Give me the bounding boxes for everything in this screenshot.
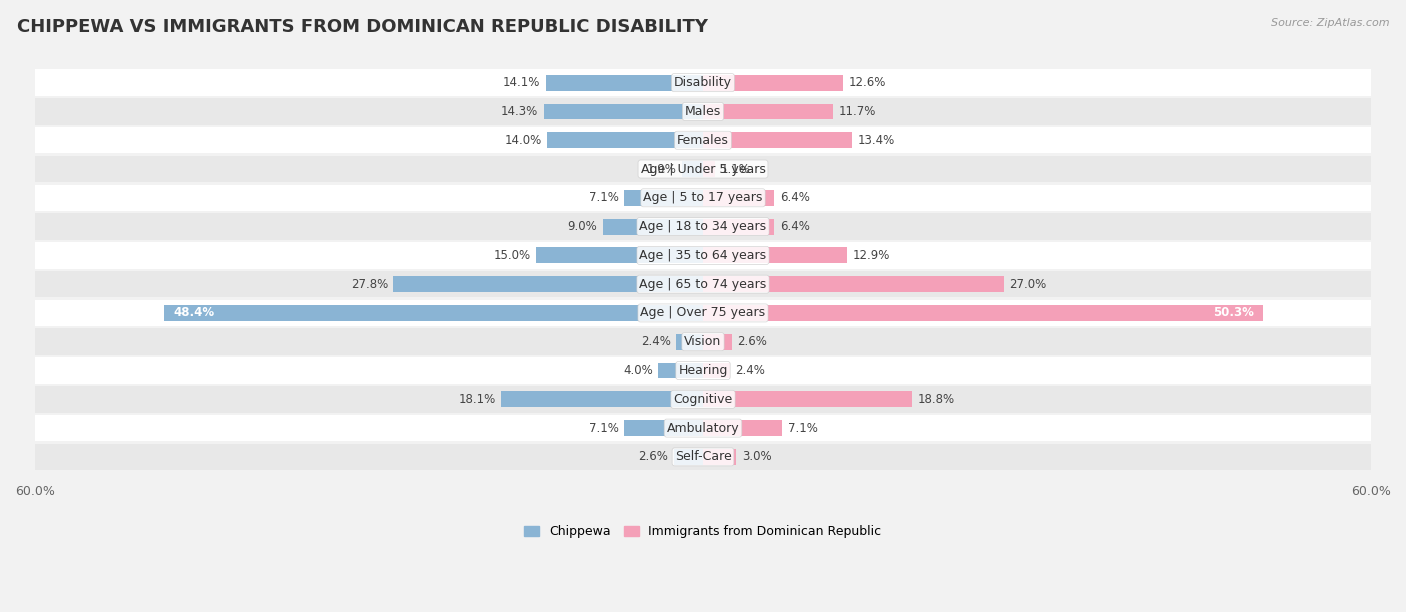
- Text: 2.4%: 2.4%: [735, 364, 765, 377]
- Text: 1.9%: 1.9%: [647, 163, 676, 176]
- Bar: [703, 362, 730, 378]
- Bar: [502, 392, 703, 407]
- Text: 15.0%: 15.0%: [494, 249, 530, 262]
- Text: 6.4%: 6.4%: [780, 220, 810, 233]
- Text: 1.1%: 1.1%: [721, 163, 751, 176]
- Text: 7.1%: 7.1%: [589, 192, 619, 204]
- Bar: [35, 69, 1371, 96]
- Bar: [703, 392, 912, 407]
- Bar: [35, 214, 1371, 240]
- Text: 50.3%: 50.3%: [1213, 307, 1254, 319]
- Text: Age | Under 5 years: Age | Under 5 years: [641, 163, 765, 176]
- Text: 18.1%: 18.1%: [458, 393, 496, 406]
- Bar: [35, 98, 1371, 125]
- Bar: [35, 185, 1371, 211]
- Bar: [35, 386, 1371, 412]
- Text: Cognitive: Cognitive: [673, 393, 733, 406]
- Text: Females: Females: [678, 134, 728, 147]
- Bar: [394, 276, 703, 292]
- Text: 12.9%: 12.9%: [852, 249, 890, 262]
- Text: 27.0%: 27.0%: [1010, 278, 1046, 291]
- Text: Age | 35 to 64 years: Age | 35 to 64 years: [640, 249, 766, 262]
- Bar: [544, 103, 703, 119]
- Bar: [547, 132, 703, 148]
- Text: Age | Over 75 years: Age | Over 75 years: [641, 307, 765, 319]
- Text: Disability: Disability: [673, 76, 733, 89]
- Bar: [703, 75, 844, 91]
- Text: 2.4%: 2.4%: [641, 335, 671, 348]
- Text: Vision: Vision: [685, 335, 721, 348]
- Text: 2.6%: 2.6%: [638, 450, 668, 463]
- Bar: [676, 334, 703, 349]
- Text: 14.3%: 14.3%: [501, 105, 538, 118]
- Text: 14.0%: 14.0%: [505, 134, 541, 147]
- Text: Source: ZipAtlas.com: Source: ZipAtlas.com: [1271, 18, 1389, 28]
- Bar: [658, 362, 703, 378]
- Bar: [536, 247, 703, 263]
- Bar: [703, 420, 782, 436]
- Bar: [35, 127, 1371, 154]
- Text: Self-Care: Self-Care: [675, 450, 731, 463]
- Bar: [703, 276, 1004, 292]
- Bar: [35, 415, 1371, 441]
- Text: 6.4%: 6.4%: [780, 192, 810, 204]
- Bar: [682, 161, 703, 177]
- Text: 18.8%: 18.8%: [918, 393, 955, 406]
- Text: 14.1%: 14.1%: [503, 76, 540, 89]
- Bar: [703, 305, 1263, 321]
- Bar: [35, 271, 1371, 297]
- Bar: [703, 103, 834, 119]
- Text: 48.4%: 48.4%: [173, 307, 214, 319]
- Bar: [35, 444, 1371, 470]
- Bar: [35, 156, 1371, 182]
- Text: 4.0%: 4.0%: [623, 364, 652, 377]
- Text: Ambulatory: Ambulatory: [666, 422, 740, 435]
- Bar: [624, 190, 703, 206]
- Bar: [35, 242, 1371, 269]
- Bar: [703, 190, 775, 206]
- Text: CHIPPEWA VS IMMIGRANTS FROM DOMINICAN REPUBLIC DISABILITY: CHIPPEWA VS IMMIGRANTS FROM DOMINICAN RE…: [17, 18, 707, 36]
- Bar: [703, 161, 716, 177]
- Bar: [35, 300, 1371, 326]
- Text: Hearing: Hearing: [678, 364, 728, 377]
- Bar: [703, 132, 852, 148]
- Text: 9.0%: 9.0%: [568, 220, 598, 233]
- Text: 27.8%: 27.8%: [350, 278, 388, 291]
- Bar: [703, 449, 737, 465]
- Bar: [35, 357, 1371, 384]
- Legend: Chippewa, Immigrants from Dominican Republic: Chippewa, Immigrants from Dominican Repu…: [519, 520, 887, 543]
- Bar: [703, 247, 846, 263]
- Text: 7.1%: 7.1%: [589, 422, 619, 435]
- Text: Age | 18 to 34 years: Age | 18 to 34 years: [640, 220, 766, 233]
- Bar: [546, 75, 703, 91]
- Text: Age | 65 to 74 years: Age | 65 to 74 years: [640, 278, 766, 291]
- Bar: [703, 334, 733, 349]
- Text: 13.4%: 13.4%: [858, 134, 896, 147]
- Text: Age | 5 to 17 years: Age | 5 to 17 years: [644, 192, 762, 204]
- Text: 12.6%: 12.6%: [849, 76, 886, 89]
- Text: 7.1%: 7.1%: [787, 422, 817, 435]
- Text: 11.7%: 11.7%: [839, 105, 876, 118]
- Bar: [35, 329, 1371, 355]
- Bar: [703, 218, 775, 234]
- Text: 3.0%: 3.0%: [742, 450, 772, 463]
- Text: 2.6%: 2.6%: [738, 335, 768, 348]
- Bar: [673, 449, 703, 465]
- Bar: [603, 218, 703, 234]
- Bar: [165, 305, 703, 321]
- Bar: [624, 420, 703, 436]
- Text: Males: Males: [685, 105, 721, 118]
